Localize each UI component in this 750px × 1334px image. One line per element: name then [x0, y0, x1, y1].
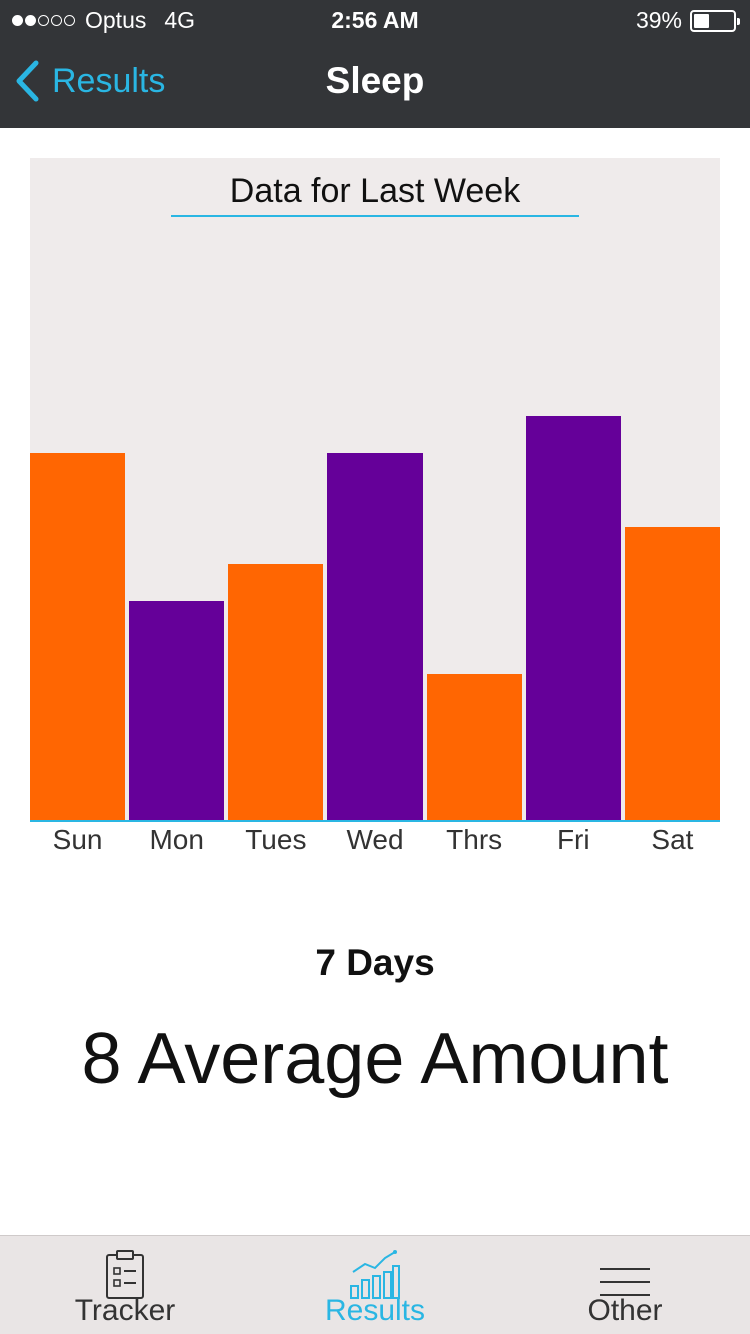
chart-title: Data for Last Week [229, 172, 521, 210]
x-tick-label: Thrs [446, 824, 503, 855]
carrier-name: Optus [85, 7, 147, 33]
clipboard-icon [106, 1250, 144, 1299]
days-count-label: 7 Days [315, 942, 435, 983]
signal-dot [12, 15, 23, 26]
battery-icon [690, 9, 740, 32]
x-tick-label: Mon [149, 824, 204, 855]
bar-wed [327, 453, 423, 822]
page-title: Sleep [325, 60, 425, 101]
bar-sat [624, 526, 720, 822]
chevron-left-icon [16, 60, 39, 102]
signal-dot [25, 15, 36, 26]
status-left: Optus 4G [12, 7, 195, 34]
bar-fri [525, 416, 621, 822]
status-bar: Optus 4G 2:56 AM 39% [0, 0, 750, 40]
signal-strength-icon [12, 15, 77, 26]
x-tick-label: Fri [556, 824, 590, 855]
average-amount-label: 8 Average Amount [81, 1019, 669, 1099]
x-tick-label: Sun [52, 824, 103, 855]
network-type: 4G [164, 7, 196, 33]
tab-other-label: Other [587, 1294, 663, 1327]
signal-dot [51, 15, 62, 26]
tab-other-icon-wrap [500, 1248, 750, 1300]
battery-fill [694, 13, 709, 28]
tab-results-icon-wrap [250, 1248, 500, 1300]
battery-nub [737, 17, 740, 25]
x-tick-label: Sat [651, 824, 694, 855]
menu-lines-icon [600, 1268, 650, 1296]
tab-bar: Tracker Results Other [0, 1235, 750, 1334]
x-tick-label: Wed [346, 824, 404, 855]
tab-tracker[interactable]: Tracker [0, 1236, 250, 1334]
chart-title-underline [171, 215, 579, 217]
back-button-label: Results [52, 61, 166, 100]
battery-percent: 39% [635, 7, 682, 33]
status-right: 39% [635, 7, 740, 34]
tab-tracker-label: Tracker [74, 1294, 176, 1327]
bar-tues [228, 563, 324, 822]
sleep-bar-chart: Data for Last Week [30, 158, 720, 822]
tab-results-label: Results [324, 1294, 426, 1327]
top-bar: Optus 4G 2:56 AM 39% Results Sleep [0, 0, 750, 128]
bar-sun [30, 453, 126, 822]
back-button[interactable]: Results [14, 60, 165, 102]
bar-thrs [426, 674, 522, 822]
tab-results[interactable]: Results [250, 1236, 500, 1334]
bar-mon [129, 600, 225, 822]
tab-tracker-icon-wrap [0, 1248, 250, 1300]
signal-dot [64, 15, 75, 26]
tab-other[interactable]: Other [500, 1236, 750, 1334]
chart-baseline [30, 820, 720, 822]
x-tick-label: Tues [245, 824, 307, 855]
status-time: 2:56 AM [331, 7, 419, 33]
bar-chart-icon [350, 1250, 400, 1299]
signal-dot [38, 15, 49, 26]
